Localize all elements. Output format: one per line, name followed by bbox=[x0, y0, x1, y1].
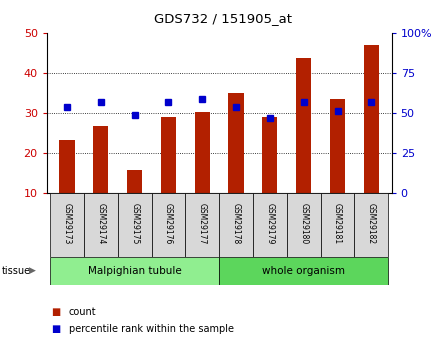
Bar bbox=[186, 193, 219, 257]
Bar bbox=[364, 45, 379, 193]
Text: GSM29178: GSM29178 bbox=[231, 203, 241, 245]
Text: GSM29177: GSM29177 bbox=[198, 203, 207, 245]
Text: GSM29180: GSM29180 bbox=[299, 203, 308, 245]
Bar bbox=[253, 193, 287, 257]
Bar bbox=[161, 117, 176, 193]
Text: tissue: tissue bbox=[2, 266, 31, 276]
Bar bbox=[118, 193, 152, 257]
Text: GSM29174: GSM29174 bbox=[96, 203, 105, 245]
Text: Malpighian tubule: Malpighian tubule bbox=[88, 266, 182, 276]
Text: GSM29182: GSM29182 bbox=[367, 203, 376, 244]
Text: ■: ■ bbox=[51, 307, 61, 317]
Text: GSM29181: GSM29181 bbox=[333, 203, 342, 244]
Text: GDS732 / 151905_at: GDS732 / 151905_at bbox=[154, 12, 291, 25]
Bar bbox=[287, 193, 320, 257]
Text: whole organism: whole organism bbox=[262, 266, 345, 276]
Text: GSM29173: GSM29173 bbox=[62, 203, 72, 245]
Text: GSM29176: GSM29176 bbox=[164, 203, 173, 245]
Text: GSM29175: GSM29175 bbox=[130, 203, 139, 245]
Bar bbox=[219, 257, 388, 285]
Bar bbox=[320, 193, 354, 257]
Text: GSM29179: GSM29179 bbox=[265, 203, 275, 245]
Bar bbox=[152, 193, 186, 257]
Bar bbox=[219, 193, 253, 257]
Bar bbox=[354, 193, 388, 257]
Text: ▶: ▶ bbox=[29, 266, 36, 275]
Bar bbox=[194, 112, 210, 193]
Bar bbox=[296, 58, 312, 193]
Text: percentile rank within the sample: percentile rank within the sample bbox=[69, 325, 234, 334]
Bar bbox=[127, 170, 142, 193]
Bar bbox=[93, 126, 109, 193]
Bar bbox=[50, 193, 84, 257]
Text: ■: ■ bbox=[51, 325, 61, 334]
Bar bbox=[228, 93, 244, 193]
Text: count: count bbox=[69, 307, 97, 317]
Bar bbox=[84, 193, 118, 257]
Bar bbox=[50, 257, 219, 285]
Bar bbox=[262, 117, 278, 193]
Bar bbox=[330, 99, 345, 193]
Bar bbox=[59, 140, 75, 193]
